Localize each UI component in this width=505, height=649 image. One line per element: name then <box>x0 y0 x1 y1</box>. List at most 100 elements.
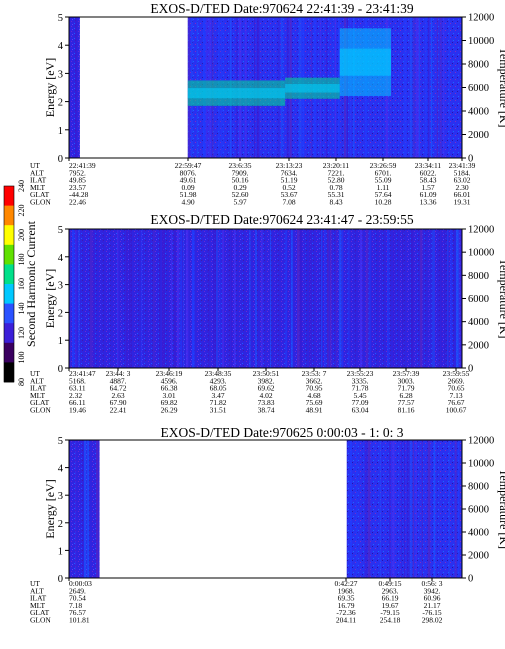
orbit-cell: 4.02 <box>259 391 272 400</box>
orbit-row-label: UT <box>30 369 40 378</box>
orbit-cell: 23:20:11 <box>323 161 350 170</box>
panel-1-y2-ticks: 0 2000 4000 6000 8000 10000 12000 <box>462 13 494 165</box>
data-streak <box>391 440 395 578</box>
orbit-cell: 61.09 <box>420 190 437 199</box>
orbit-cell: 81.16 <box>398 406 415 415</box>
orbit-cell: 69.82 <box>161 398 178 407</box>
data-streak <box>297 229 300 368</box>
orbit-cell: 5.45 <box>353 391 366 400</box>
data-streak <box>270 229 272 368</box>
data-streak <box>228 229 230 368</box>
orbit-cell: 6701. <box>375 168 392 177</box>
colorbar-label: Second Harmonic Current <box>24 220 38 347</box>
orbit-cell: 0:56: 3 <box>421 579 442 588</box>
y2-tick-label: 10000 <box>468 459 494 470</box>
orbit-cell: 23:34:11 <box>415 161 442 170</box>
orbit-cell: 5184. <box>454 168 471 177</box>
orbit-cell: 5.97 <box>233 198 246 207</box>
orbit-cell: 71.82 <box>210 398 227 407</box>
orbit-cell: 0:00:03 <box>69 579 92 588</box>
data-streak <box>348 229 350 368</box>
data-streak <box>438 229 440 368</box>
y2-tick-label: 0 <box>468 574 473 585</box>
y2-tick-label: 6000 <box>468 83 489 94</box>
orbit-cell: 69.62 <box>258 384 275 393</box>
orbit-cell: 23:6:35 <box>229 161 252 170</box>
data-streak <box>354 229 356 368</box>
colorbar-tick-label: 160 <box>17 278 26 290</box>
orbit-cell: 7.13 <box>449 391 462 400</box>
panel-3: EXOS-D/TED Date:970625 0:00:03 - 1: 0: 3… <box>30 425 505 625</box>
data-streak <box>436 17 439 158</box>
data-streak <box>430 17 433 158</box>
colorbar-swatch <box>4 264 14 285</box>
data-streak <box>231 229 233 368</box>
data-streak <box>421 440 423 578</box>
panel-1-ylabel: Energy [eV] <box>43 58 57 117</box>
orbit-cell: 7634. <box>281 168 298 177</box>
orbit-cell: 63.11 <box>69 384 86 393</box>
data-streak <box>180 229 182 368</box>
data-streak <box>412 440 414 578</box>
orbit-cell: 8076. <box>180 168 197 177</box>
orbit-cell: 66.38 <box>161 384 178 393</box>
colorbar-tick-label: 240 <box>17 180 26 192</box>
orbit-cell: 4.90 <box>181 198 194 207</box>
orbit-cell: 23:57:39 <box>393 369 420 378</box>
orbit-cell: 22:41:39 <box>69 161 96 170</box>
orbit-cell: 60.96 <box>424 594 441 603</box>
data-streak <box>285 229 287 368</box>
orbit-cell: 22:59:47 <box>175 161 202 170</box>
orbit-row-label: GLAT <box>30 398 50 407</box>
orbit-cell: 2963. <box>382 586 399 595</box>
data-streak <box>336 229 338 368</box>
orbit-cell: 3.47 <box>211 391 224 400</box>
panel-3-y2label: Temperature [K] <box>497 469 505 549</box>
orbit-cell: 2.63 <box>111 391 124 400</box>
orbit-cell: 3003. <box>398 376 415 385</box>
panel-1-y-ticks: 0 1 2 3 4 5 <box>58 13 69 165</box>
y-tick-label: 1 <box>58 546 63 557</box>
data-segment <box>69 229 462 368</box>
data-streak <box>448 17 450 158</box>
orbit-cell: 10.28 <box>375 198 392 207</box>
y-tick-label: 4 <box>58 41 64 52</box>
y-tick-label: 0 <box>58 364 63 375</box>
orbit-cell: -72.36 <box>336 608 356 617</box>
data-streak <box>87 440 90 578</box>
data-streak <box>222 229 225 368</box>
data-streak <box>75 440 77 578</box>
data-streak <box>387 229 390 368</box>
data-streak <box>213 229 216 368</box>
orbit-cell: 77.57 <box>398 398 415 407</box>
data-streak <box>364 440 368 578</box>
orbit-cell: 52.80 <box>328 176 345 185</box>
panel-3-data-segments <box>69 440 462 578</box>
colorbar-tick-label: 120 <box>17 327 26 339</box>
orbit-row-label: GLAT <box>30 608 50 617</box>
orbit-cell: 0:42:27 <box>335 579 358 588</box>
orbit-cell: 70.65 <box>448 384 465 393</box>
orbit-cell: 23:41:39 <box>449 161 476 170</box>
colorbar-swatch <box>4 303 14 324</box>
orbit-cell: 1.11 <box>377 183 390 192</box>
orbit-cell: 23:13:23 <box>276 161 303 170</box>
data-streak <box>424 17 428 158</box>
orbit-cell: 4596. <box>161 376 178 385</box>
colorbar-swatch <box>4 225 14 246</box>
orbit-cell: 298.02 <box>422 616 443 625</box>
orbit-cell: 16.79 <box>338 601 355 610</box>
y2-tick-label: 0 <box>468 364 473 375</box>
orbit-cell: 0.52 <box>282 183 295 192</box>
orbit-cell: 22.46 <box>69 198 86 207</box>
data-streak <box>393 229 395 368</box>
orbit-cell: 3982. <box>258 376 275 385</box>
orbit-row-label: ILAT <box>30 176 47 185</box>
colorbar-tick-label: 80 <box>17 378 26 386</box>
data-streak <box>379 440 381 578</box>
data-streak <box>439 17 442 158</box>
orbit-cell: 19.67 <box>382 601 399 610</box>
y2-tick-label: 8000 <box>468 60 489 71</box>
data-streak <box>177 229 180 368</box>
data-streak <box>355 440 359 578</box>
